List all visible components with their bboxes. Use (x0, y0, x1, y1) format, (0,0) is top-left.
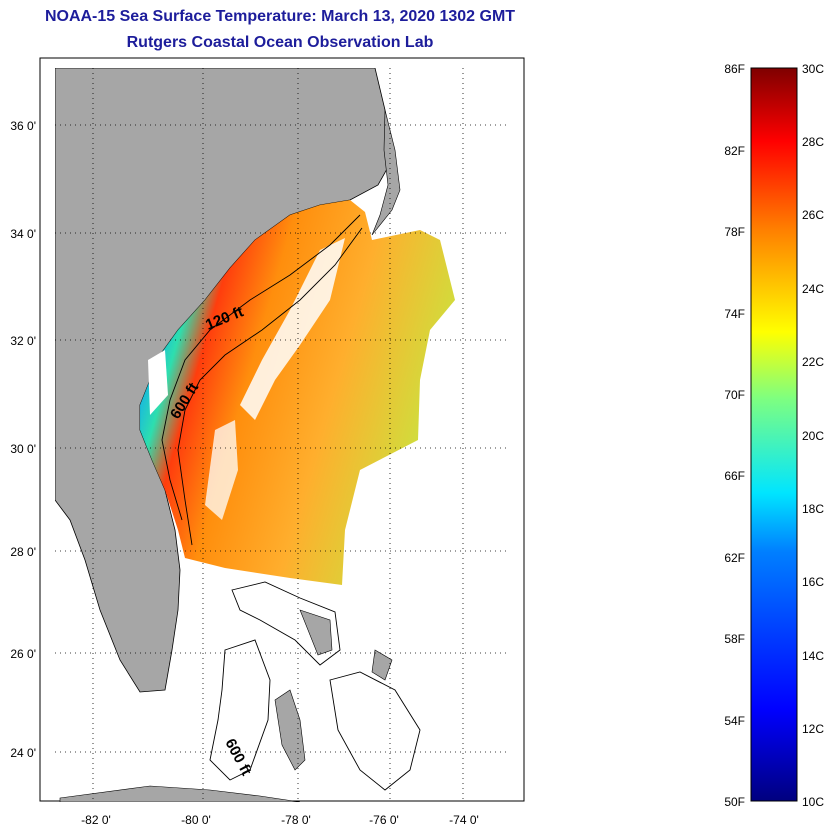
cloud-gap-3 (148, 350, 168, 415)
cb-f-58: 58F (724, 632, 745, 646)
lat-label-36: 36 0' (10, 119, 36, 133)
lon-label-80: -80 0' (181, 813, 211, 827)
contour-bahamas-2 (231, 581, 341, 666)
contour-120ft (161, 214, 361, 521)
map-content (55, 68, 455, 802)
cb-f-86: 86F (724, 62, 745, 76)
cb-c-26: 26C (802, 208, 824, 222)
cb-f-78: 78F (724, 225, 745, 239)
colorbar (750, 67, 798, 802)
outer-banks (371, 109, 401, 236)
cb-c-28: 28C (802, 135, 824, 149)
cb-c-12: 12C (802, 722, 824, 736)
lat-label-34: 34 0' (10, 227, 36, 241)
cb-c-24: 24C (802, 282, 824, 296)
cb-f-74: 74F (724, 307, 745, 321)
cb-f-82: 82F (724, 144, 745, 158)
colorbar-c-labels: 30C 28C 26C 24C 22C 20C 18C 16C 14C 12C … (802, 62, 824, 809)
cuba-coast (59, 785, 301, 802)
bahamas-island-1 (274, 689, 306, 771)
cb-c-16: 16C (802, 575, 824, 589)
graticule (55, 68, 510, 802)
cb-f-54: 54F (724, 714, 745, 728)
cb-c-18: 18C (802, 502, 824, 516)
lat-label-32: 32 0' (10, 334, 36, 348)
cb-c-14: 14C (802, 649, 824, 663)
cb-c-30: 30C (802, 62, 824, 76)
lat-label-24: 24 0' (10, 746, 36, 760)
cb-f-66: 66F (724, 469, 745, 483)
cb-f-70: 70F (724, 388, 745, 402)
cloud-gap-2 (205, 420, 238, 520)
map-title: NOAA-15 Sea Surface Temperature: March 1… (44, 8, 516, 25)
cb-c-20: 20C (802, 429, 824, 443)
lat-label-26: 26 0' (10, 647, 36, 661)
bahamas-island-3 (371, 649, 393, 681)
lon-label-78: -78 0' (281, 813, 311, 827)
cb-f-50: 50F (724, 795, 745, 809)
contour-600ft (177, 227, 363, 546)
contour-bahamas (209, 639, 271, 781)
cb-c-10: 10C (802, 795, 824, 809)
lon-label-76: -76 0' (369, 813, 399, 827)
lon-label-74: -74 0' (449, 813, 479, 827)
bahamas-island-2 (299, 609, 333, 656)
lon-label-82: -82 0' (81, 813, 111, 827)
contour-bahamas-3 (329, 671, 421, 791)
cb-c-22: 22C (802, 355, 824, 369)
map-subtitle: Rutgers Coastal Ocean Observation Lab (126, 34, 434, 51)
cloud-gap-1 (240, 238, 345, 420)
lat-label-30: 30 0' (10, 442, 36, 456)
cb-f-62: 62F (724, 551, 745, 565)
lat-label-28: 28 0' (10, 545, 36, 559)
colorbar-f-labels: 86F 82F 78F 74F 70F 66F 62F 58F 54F 50F (724, 62, 745, 809)
